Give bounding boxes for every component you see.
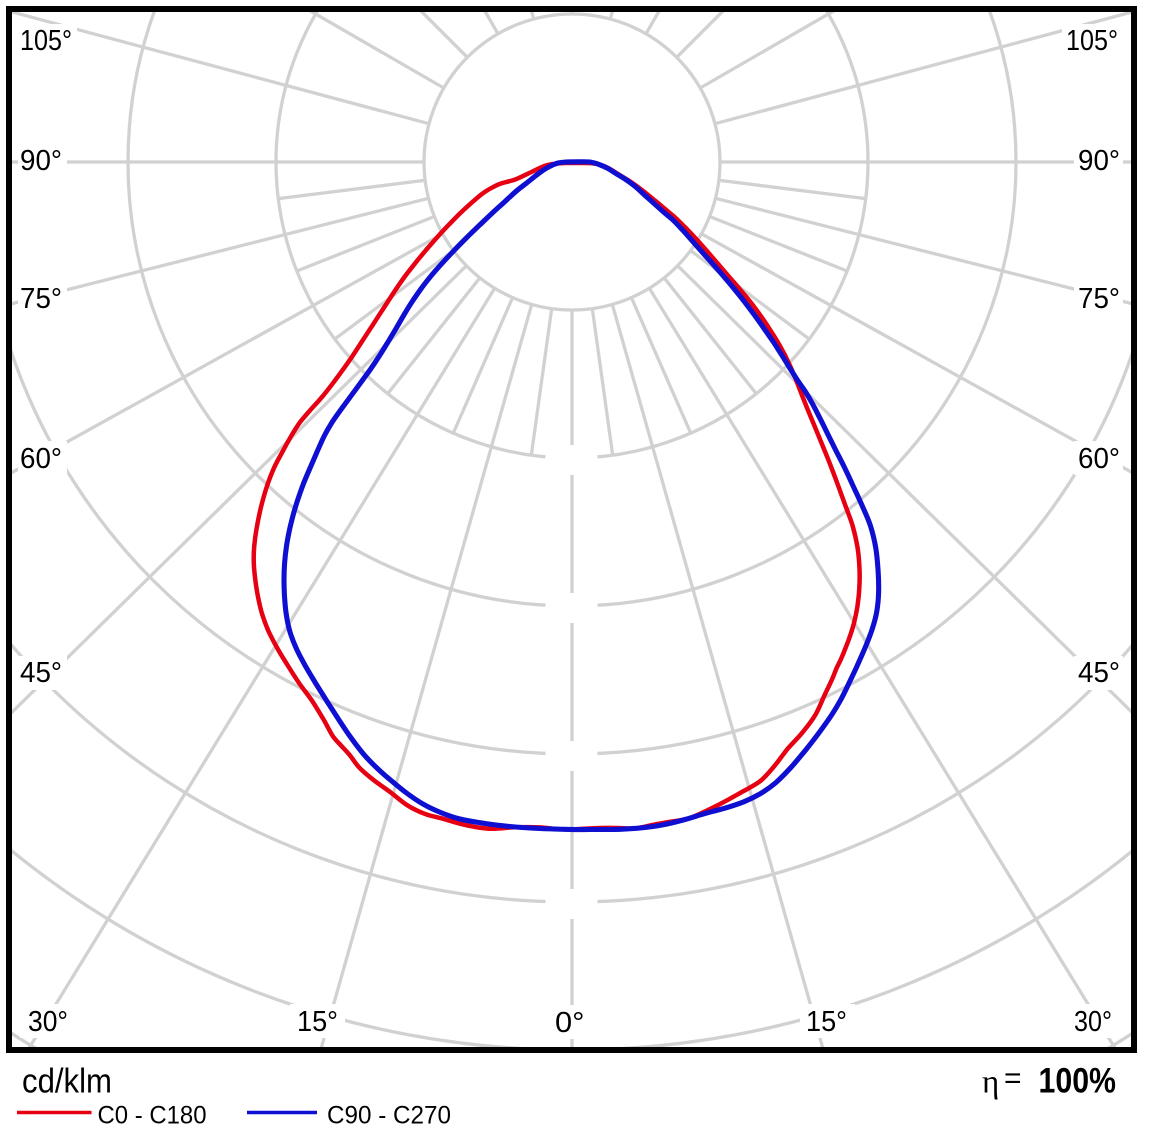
- svg-text:100%: 100%: [1039, 1061, 1117, 1101]
- svg-text:15°: 15°: [806, 1006, 847, 1038]
- svg-text:75°: 75°: [20, 283, 62, 315]
- svg-text:45°: 45°: [20, 657, 62, 689]
- svg-text:C0 - C180: C0 - C180: [98, 1102, 207, 1130]
- svg-text:C90 - C270: C90 - C270: [327, 1102, 451, 1130]
- svg-text:45°: 45°: [1078, 657, 1120, 689]
- svg-text:30°: 30°: [28, 1006, 68, 1038]
- svg-text:105°: 105°: [20, 25, 72, 57]
- svg-text:90°: 90°: [1078, 145, 1120, 177]
- svg-text:30°: 30°: [1074, 1006, 1112, 1038]
- svg-text:=: =: [1004, 1062, 1022, 1095]
- svg-text:cd/klm: cd/klm: [22, 1063, 112, 1101]
- svg-text:60°: 60°: [1078, 443, 1120, 475]
- svg-text:75°: 75°: [1078, 283, 1120, 315]
- svg-text:60°: 60°: [20, 443, 62, 475]
- svg-text:105°: 105°: [1066, 25, 1118, 57]
- svg-text:0°: 0°: [555, 1007, 585, 1039]
- svg-text:η: η: [982, 1065, 999, 1101]
- svg-text:15°: 15°: [297, 1006, 338, 1038]
- svg-text:90°: 90°: [20, 145, 62, 177]
